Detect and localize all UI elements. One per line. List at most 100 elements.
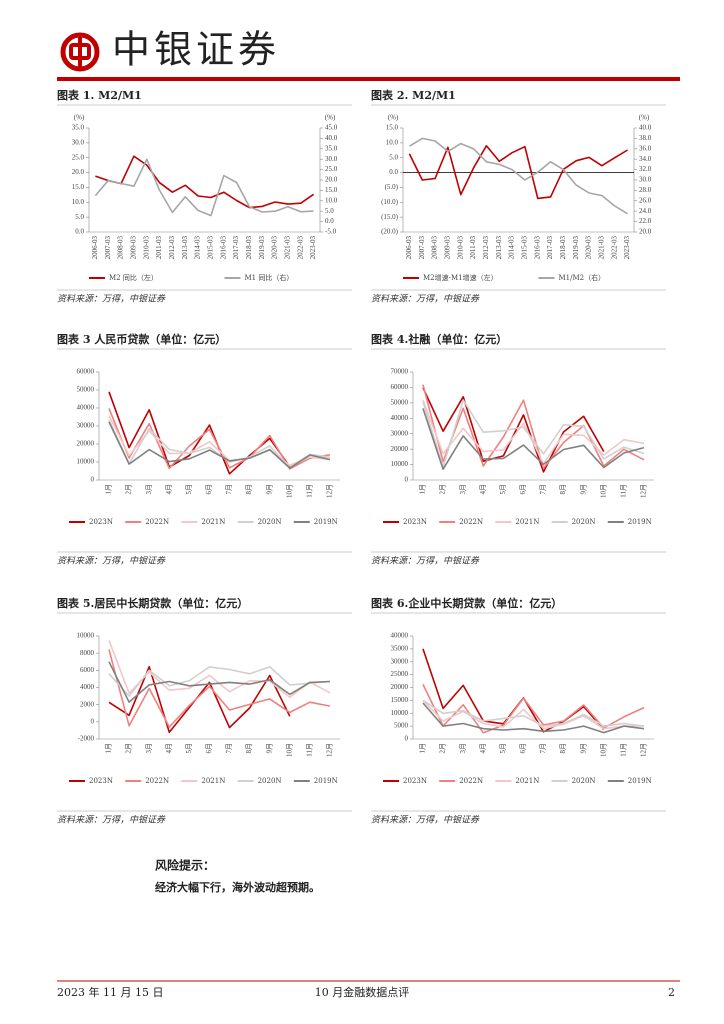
x-tick-label: 3月 <box>459 484 467 495</box>
y-tick-label: 20.0 <box>72 168 85 176</box>
series-line <box>108 666 291 734</box>
y2-tick-label: 36.0 <box>639 144 652 152</box>
risk-text: 经济大幅下行，海外波动超预期。 <box>155 880 320 894</box>
y-tick-label: 10.0 <box>386 138 399 146</box>
y-tick-label: 5.0 <box>75 213 84 221</box>
x-tick-label: 2014-03 <box>194 236 202 260</box>
y-tick-label: 30.0 <box>72 138 85 146</box>
y2-tick-label: 5.0 <box>325 207 334 215</box>
legend-label: 2023N <box>89 777 113 785</box>
chart-source: 资料来源：万得，中银证券 <box>57 294 166 305</box>
x-tick-label: 11月 <box>305 484 313 498</box>
brand: 中银证券 <box>112 28 280 72</box>
legend-label: 2020N <box>572 777 596 785</box>
y2-tick-label: 35.0 <box>325 144 338 152</box>
x-tick-label: 2007-03 <box>418 236 426 260</box>
x-tick-label: 2013-03 <box>495 236 503 260</box>
risk-title: 风险提示： <box>155 858 215 873</box>
y-tick-label: 10.0 <box>72 198 85 206</box>
x-tick-label: 2011-03 <box>469 236 477 260</box>
y-tick-label: (5.0) <box>385 183 399 191</box>
y2-tick-label: 20.0 <box>639 228 652 236</box>
x-tick-label: 2月 <box>439 743 447 754</box>
x-tick-label: 2016-03 <box>533 236 541 260</box>
y-tick-label: 10000 <box>77 458 95 466</box>
x-tick-label: 7月 <box>225 484 233 495</box>
legend-label: M1 同比（右） <box>245 273 294 282</box>
legend-label: M2增速-M1增速（左） <box>423 273 498 282</box>
y-tick-label: 35.0 <box>72 124 85 132</box>
series-line <box>422 699 645 727</box>
y-tick-label: 5000 <box>394 722 409 730</box>
x-tick-label: 7月 <box>539 743 547 754</box>
x-tick-label: 9月 <box>579 743 587 754</box>
y-tick-label: 8000 <box>80 649 95 657</box>
chart-source: 资料来源：万得，中银证券 <box>57 556 166 567</box>
x-tick-label: 6月 <box>205 743 213 754</box>
y2-tick-label: 15.0 <box>325 186 338 194</box>
y-tick-label: 15.0 <box>386 124 399 132</box>
y2-tick-label: 30.0 <box>325 155 338 163</box>
y-tick-label: 30000 <box>77 422 95 430</box>
x-tick-label: 12月 <box>640 484 648 498</box>
y-tick-label: 70000 <box>391 368 409 376</box>
y-tick-label: 60000 <box>77 368 95 376</box>
chart-title: 图表 3 人民币贷款（单位：亿元） <box>57 332 226 346</box>
x-tick-label: 2022-03 <box>610 236 618 260</box>
x-tick-label: 2008-03 <box>117 236 125 260</box>
y-tick-label: 0 <box>405 735 409 743</box>
y-tick-label: 15000 <box>391 696 409 704</box>
x-tick-label: 2022-03 <box>296 236 304 260</box>
y2-tick-label: 40.0 <box>639 124 652 132</box>
y-tick-label: 0.0 <box>75 228 84 236</box>
x-tick-label: 2月 <box>125 743 133 754</box>
y2-tick-label: -5.0 <box>325 228 337 236</box>
chart-source: 资料来源：万得，中银证券 <box>371 815 480 826</box>
x-tick-label: 3月 <box>145 743 153 754</box>
footer-report: 10 月金融数据点评 <box>315 985 410 999</box>
x-tick-label: 12月 <box>326 743 334 757</box>
x-tick-label: 4月 <box>479 484 487 495</box>
series-line <box>95 155 315 209</box>
y2-axis-label: (%) <box>639 114 650 122</box>
x-tick-label: 1月 <box>419 484 427 495</box>
y-tick-label: 40000 <box>391 632 409 640</box>
y-axis-label: (%) <box>388 114 399 122</box>
series-line <box>422 399 645 465</box>
x-tick-label: 5月 <box>499 743 507 754</box>
x-tick-label: 2018-03 <box>559 236 567 260</box>
chart-title: 图表 4.社融（单位：亿元） <box>371 332 507 346</box>
x-tick-label: 2021-03 <box>284 236 292 260</box>
y2-tick-label: 20.0 <box>325 176 338 184</box>
x-tick-label: 2010-03 <box>456 236 464 260</box>
legend-label: 2021N <box>515 777 539 785</box>
x-tick-label: 9月 <box>265 743 273 754</box>
x-tick-label: 3月 <box>459 743 467 754</box>
x-tick-label: 2014-03 <box>508 236 516 260</box>
y2-tick-label: 40.0 <box>325 134 338 142</box>
y2-axis-label: (%) <box>325 114 336 122</box>
series-line <box>422 384 645 470</box>
x-tick-label: 11月 <box>619 743 627 757</box>
x-tick-label: 9月 <box>265 484 273 495</box>
y-tick-label: 40000 <box>391 414 409 422</box>
y-tick-label: (15.0) <box>381 213 399 221</box>
x-tick-label: 12月 <box>326 484 334 498</box>
legend-label: 2023N <box>403 518 427 526</box>
series-line <box>408 145 629 200</box>
x-tick-label: 2016-03 <box>219 236 227 260</box>
x-tick-label: 2009-03 <box>130 236 138 260</box>
y-tick-label: 30000 <box>391 429 409 437</box>
y-tick-label: 0.0 <box>389 168 398 176</box>
legend-label: 2019N <box>314 518 338 526</box>
x-tick-label: 2009-03 <box>444 236 452 260</box>
chart-title: 图表 5.居民中长期贷款（单位：亿元） <box>57 596 248 610</box>
x-tick-label: 2020-03 <box>271 236 279 260</box>
x-tick-label: 11月 <box>619 484 627 498</box>
series-line <box>408 137 629 215</box>
legend-label: 2019N <box>628 518 652 526</box>
x-tick-label: 2006-03 <box>405 236 413 260</box>
legend-label: 2019N <box>314 777 338 785</box>
y-tick-label: 0 <box>405 476 409 484</box>
x-tick-label: 1月 <box>419 743 427 754</box>
